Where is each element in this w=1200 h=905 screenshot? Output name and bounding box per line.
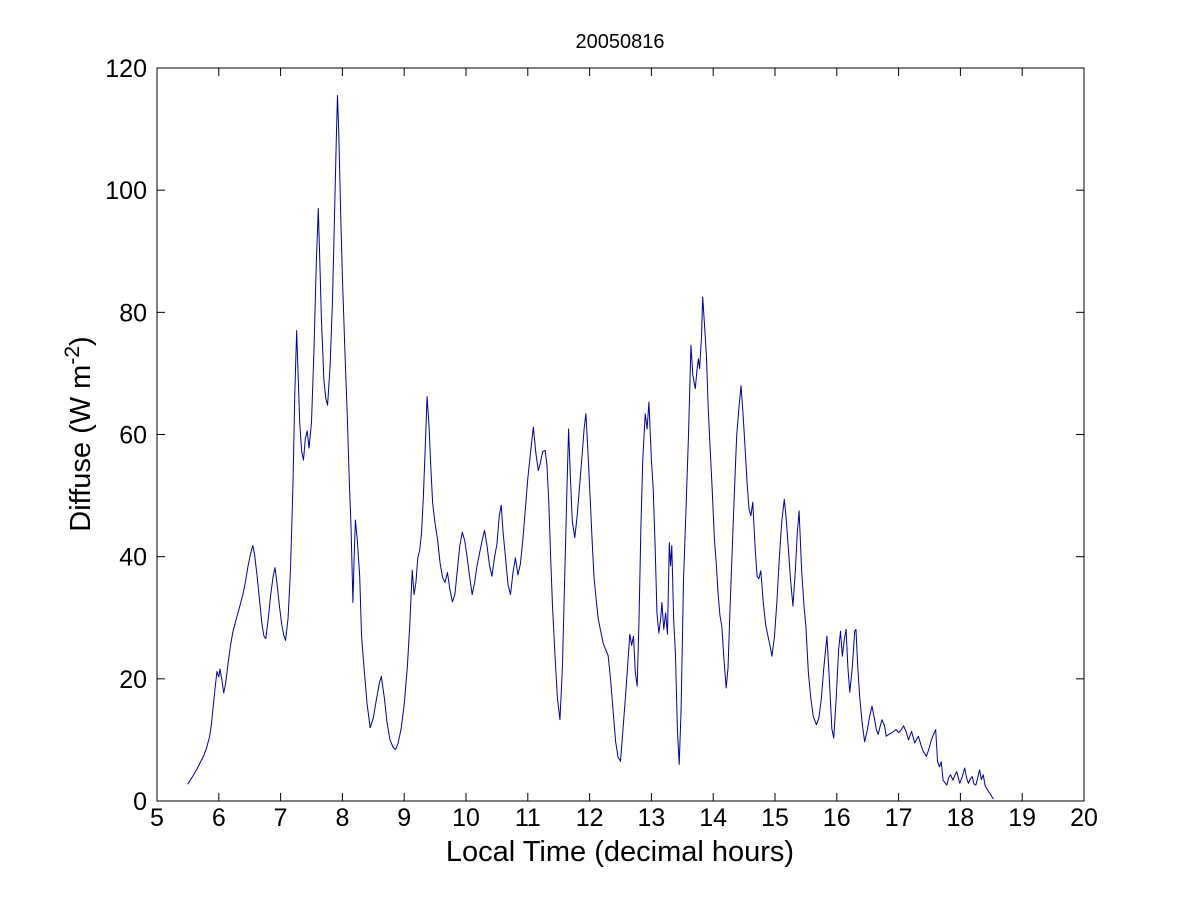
x-tick-label: 10 xyxy=(452,804,480,832)
diffuse-irradiance-line xyxy=(187,94,994,800)
x-tick-label: 20 xyxy=(1070,804,1098,832)
chart-title: 20050816 xyxy=(576,31,665,53)
x-tick-label: 14 xyxy=(699,804,727,832)
x-tick-label: 16 xyxy=(823,804,851,832)
plot-box xyxy=(156,67,1085,802)
x-axis-tick-labels: 5 6 7 8 9 10 11 12 13 14 15 16 17 18 19 20 xyxy=(150,804,1098,832)
y-tick-label: 60 xyxy=(119,422,147,450)
x-tick-label: 12 xyxy=(576,804,604,832)
x-tick-label: 5 xyxy=(150,804,164,832)
y-axis-label: Diffuse (W m-2) xyxy=(61,336,97,531)
x-tick-label: 17 xyxy=(885,804,913,832)
y-tick-label: 20 xyxy=(119,666,147,694)
x-tick-label: 6 xyxy=(212,804,226,832)
x-tick-label: 13 xyxy=(637,804,665,832)
x-tick-label: 9 xyxy=(397,804,411,832)
y-tick-label: 40 xyxy=(119,544,147,572)
x-tick-label: 8 xyxy=(335,804,349,832)
y-tick-label: 100 xyxy=(105,177,147,205)
series-group xyxy=(187,94,994,800)
y-axis-tick-labels: 0 20 40 60 80 100 120 xyxy=(105,55,147,816)
y-tick-label: 120 xyxy=(105,55,147,83)
x-tick-label: 18 xyxy=(946,804,974,832)
x-tick-label: 19 xyxy=(1008,804,1036,832)
x-tick-label: 7 xyxy=(274,804,288,832)
y-tick-label: 0 xyxy=(133,788,147,816)
x-tick-label: 15 xyxy=(761,804,789,832)
y-tick-label: 80 xyxy=(119,299,147,327)
axis-ticks xyxy=(156,67,1085,802)
x-tick-label: 11 xyxy=(515,804,541,832)
x-axis-label: Local Time (decimal hours) xyxy=(446,836,794,868)
